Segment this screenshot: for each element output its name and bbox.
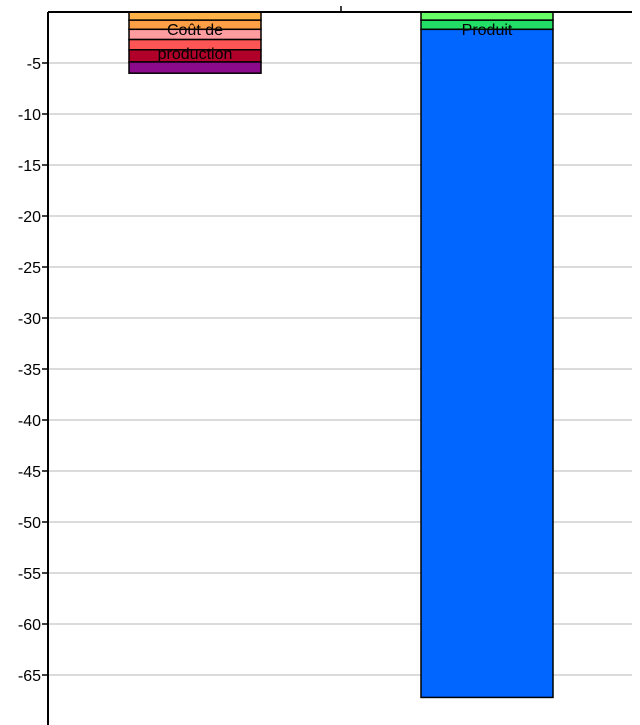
y-tick-label: -35 <box>18 362 41 379</box>
bar-segment <box>128 11 262 21</box>
axes: -5 -10 -15 -20 -25 -30 -35 -40 -45 -50 -55 -60 -65 <box>18 6 632 725</box>
category-label: Produit <box>462 22 513 39</box>
y-tick-label: -50 <box>18 515 41 532</box>
y-tick-label: -60 <box>18 617 41 634</box>
y-tick-label: -30 <box>18 311 41 328</box>
y-tick-label: -5 <box>27 56 41 73</box>
y-tick-label: -40 <box>18 413 41 430</box>
y-tick-label: -25 <box>18 260 41 277</box>
y-tick-label: -45 <box>18 464 41 481</box>
y-tick-label: -10 <box>18 107 41 124</box>
bars <box>128 11 554 699</box>
bar-segment <box>420 11 554 21</box>
category-label: production <box>158 46 233 63</box>
y-tick-label: -15 <box>18 158 41 175</box>
y-tick-label: -20 <box>18 209 41 226</box>
y-tick-label: -65 <box>18 668 41 685</box>
category-label: Coût de <box>167 22 223 39</box>
bar-segment <box>128 61 262 74</box>
bar-segment <box>420 28 554 699</box>
bar-labels: Coût de production Produit <box>158 22 513 63</box>
y-tick-label: -55 <box>18 566 41 583</box>
